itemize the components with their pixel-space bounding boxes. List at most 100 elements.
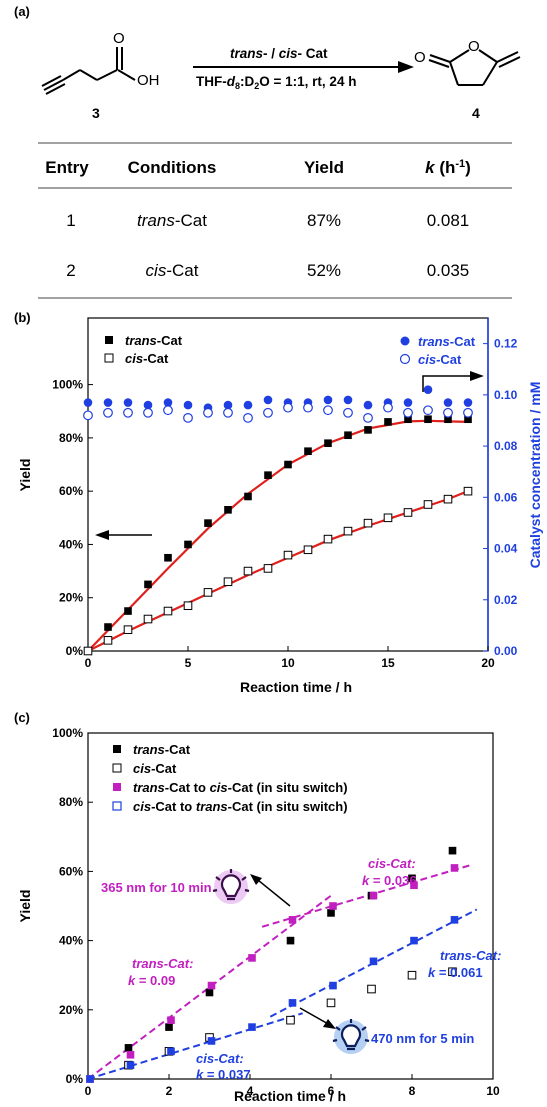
data-point-b	[224, 506, 232, 514]
row1-entry: 1	[66, 211, 75, 230]
row1-yield: 87%	[307, 211, 341, 230]
data-point-b	[183, 601, 193, 611]
data-point-b	[363, 413, 373, 423]
data-point-b	[123, 398, 133, 407]
data-point-b	[243, 566, 253, 576]
legend-marker-cis-conc	[399, 353, 411, 365]
data-point-b	[324, 439, 332, 448]
y-axis-title-c: Yield	[17, 890, 33, 923]
data-point-b	[403, 508, 413, 517]
reactant-structure	[41, 47, 136, 95]
data-point-b	[263, 564, 273, 573]
data-point-b	[303, 545, 313, 555]
data-point-b	[343, 395, 353, 405]
data-point-c	[410, 881, 418, 890]
data-point-b	[443, 398, 453, 407]
data-point-b	[163, 398, 173, 407]
data-point-b	[263, 395, 273, 405]
data-point-b	[103, 636, 113, 645]
data-point-b	[283, 402, 293, 413]
data-point-c	[124, 1044, 133, 1052]
row2-entry: 2	[66, 261, 75, 280]
reactant-hydroxyl: OH	[137, 72, 160, 89]
y-right-tick-label-b: 0.00	[494, 644, 518, 658]
axes-c: 0 2 4 6 8 100%20%40%60%80%100%	[52, 726, 500, 1098]
data-point-b	[463, 486, 473, 496]
panel-c: (c) 0 2 4 6 8 100%20%40%60%80%100% trans-Cat …	[14, 710, 501, 1104]
data-point-b	[163, 606, 173, 616]
data-point-c	[327, 909, 335, 917]
data-point-b	[143, 400, 153, 410]
uv-pointer-head	[250, 874, 262, 885]
data-point-b	[323, 395, 333, 405]
data-point-c	[167, 1047, 175, 1056]
x-axis-title-c: Reaction time / h	[234, 1088, 346, 1104]
data-point-b	[384, 418, 392, 426]
table-row: 1 trans-Cat 87% 0.081	[66, 211, 469, 230]
row1-k: 0.081	[427, 211, 470, 230]
data-point-b	[323, 405, 333, 416]
annot-cis-top-label: cis-Cat:	[368, 856, 416, 871]
data-point-b	[423, 500, 433, 509]
table-header-yield: Yield	[304, 158, 344, 177]
x-tick-label-c: 8	[409, 1084, 416, 1098]
data-point-b	[444, 415, 452, 424]
data-point-b	[143, 407, 153, 418]
data-point-b	[163, 405, 173, 416]
y-right-tick-label-b: 0.06	[494, 490, 518, 504]
annot-trans-right-k: k = 0.061	[428, 965, 483, 980]
annot-blue-light: 470 nm for 5 min	[371, 1031, 474, 1046]
legend-marker-trans	[105, 336, 113, 344]
data-point-b	[443, 407, 453, 418]
reaction-arrowhead	[398, 61, 414, 73]
data-point-b	[344, 431, 352, 440]
data-point-b	[423, 385, 433, 395]
data-point-b	[383, 513, 393, 523]
data-point-c	[286, 1015, 295, 1025]
y-tick-label-b: 60%	[59, 484, 83, 498]
data-point-b	[184, 540, 192, 549]
y-tick-label-b: 100%	[52, 378, 83, 392]
row2-yield: 52%	[307, 261, 341, 280]
data-point-b	[403, 398, 413, 407]
x-tick-label-c: 6	[328, 1084, 335, 1098]
y-tick-label-c: 0%	[66, 1072, 84, 1086]
y-tick-label-b: 20%	[59, 591, 83, 605]
data-point-b	[103, 398, 113, 407]
legend-marker-trans-c	[113, 745, 121, 753]
panel-b-label: (b)	[14, 310, 31, 325]
data-point-c	[329, 981, 337, 990]
fit-line-c	[87, 1012, 303, 1080]
data-point-b	[304, 447, 312, 455]
data-point-b	[123, 625, 133, 634]
data-point-c	[126, 1050, 135, 1059]
data-point-b	[124, 607, 132, 615]
legend-label-cis-switch: cis-Cat to trans-Cat (in situ switch)	[133, 799, 348, 814]
row1-conditions: trans-Cat	[137, 211, 207, 230]
data-point-b	[183, 400, 193, 410]
data-point-c	[407, 970, 417, 980]
legend-c: trans-Cat cis-Cat trans-Cat to cis-Cat (…	[112, 742, 348, 814]
data-point-c	[248, 1023, 256, 1031]
legend-marker-cis-c	[112, 763, 122, 773]
data-point-b	[83, 646, 93, 656]
data-point-b	[284, 460, 292, 469]
legend-right-b: trans-Cat cis-Cat	[399, 334, 476, 367]
data-point-b	[443, 494, 453, 504]
table-header-conditions: Conditions	[128, 158, 217, 177]
y-tick-label-b: 0%	[66, 644, 84, 658]
data-point-b	[143, 614, 153, 624]
y-right-tick-label-b: 0.02	[494, 593, 518, 607]
arrow-bottom-text: THF-d8:D2O = 1:1, rt, 24 h	[196, 74, 356, 91]
legend-label-cis-conc: cis-Cat	[418, 352, 462, 367]
legend-label-trans: trans-Cat	[125, 333, 183, 348]
data-point-c	[450, 916, 459, 924]
data-point-b	[343, 526, 353, 536]
data-point-b	[423, 405, 433, 416]
data-point-c	[288, 916, 297, 924]
data-point-b	[123, 407, 133, 418]
y-right-tick-label-b: 0.08	[494, 439, 518, 453]
data-point-b	[244, 492, 252, 501]
x-axis-title-b: Reaction time / h	[240, 679, 352, 695]
data-point-b	[364, 426, 372, 434]
